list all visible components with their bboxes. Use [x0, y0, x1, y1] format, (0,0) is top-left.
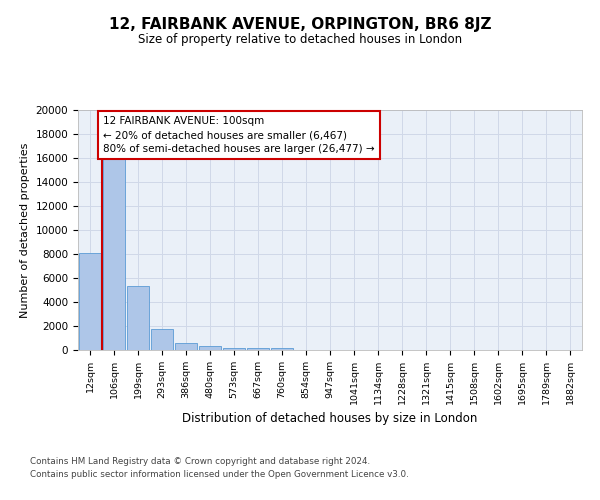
Bar: [127, 286, 149, 350]
Text: Contains HM Land Registry data © Crown copyright and database right 2024.: Contains HM Land Registry data © Crown c…: [30, 458, 370, 466]
Text: 12, FAIRBANK AVENUE, ORPINGTON, BR6 8JZ: 12, FAIRBANK AVENUE, ORPINGTON, BR6 8JZ: [109, 18, 491, 32]
Text: Size of property relative to detached houses in London: Size of property relative to detached ho…: [138, 32, 462, 46]
Bar: [271, 348, 293, 350]
Y-axis label: Number of detached properties: Number of detached properties: [20, 142, 30, 318]
Text: 12 FAIRBANK AVENUE: 100sqm
← 20% of detached houses are smaller (6,467)
80% of s: 12 FAIRBANK AVENUE: 100sqm ← 20% of deta…: [103, 116, 375, 154]
X-axis label: Distribution of detached houses by size in London: Distribution of detached houses by size …: [182, 412, 478, 426]
Bar: [199, 346, 221, 350]
Bar: [151, 329, 173, 350]
Bar: [79, 253, 101, 350]
Bar: [247, 348, 269, 350]
Bar: [103, 151, 125, 350]
Bar: [175, 342, 197, 350]
Text: Contains public sector information licensed under the Open Government Licence v3: Contains public sector information licen…: [30, 470, 409, 479]
Bar: [223, 348, 245, 350]
